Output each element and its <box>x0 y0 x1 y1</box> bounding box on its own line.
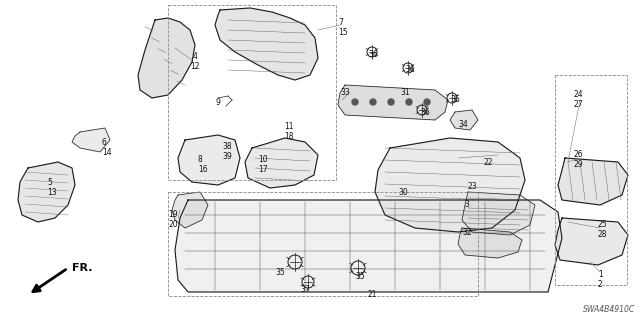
Text: FR.: FR. <box>72 263 93 273</box>
Text: 6
14: 6 14 <box>102 138 111 157</box>
Polygon shape <box>18 162 75 222</box>
Polygon shape <box>450 110 478 130</box>
Text: 36: 36 <box>405 65 415 74</box>
Text: 3: 3 <box>464 200 469 209</box>
Text: 33: 33 <box>340 88 350 97</box>
Text: 21: 21 <box>368 290 378 299</box>
Polygon shape <box>175 200 562 292</box>
Polygon shape <box>215 8 318 80</box>
Circle shape <box>424 99 430 105</box>
Circle shape <box>370 99 376 105</box>
Polygon shape <box>558 158 628 205</box>
Bar <box>168 5 336 180</box>
Bar <box>555 75 627 285</box>
Text: 1
2: 1 2 <box>598 270 603 289</box>
Text: 26
29: 26 29 <box>573 150 583 169</box>
Polygon shape <box>172 192 208 228</box>
Text: 5
13: 5 13 <box>47 178 56 197</box>
Text: 24
27: 24 27 <box>573 90 583 109</box>
Text: 31: 31 <box>400 88 410 97</box>
Text: 36: 36 <box>450 95 460 104</box>
Polygon shape <box>555 218 628 265</box>
Circle shape <box>388 99 394 105</box>
Text: 11
18: 11 18 <box>284 122 294 141</box>
Text: 8
16: 8 16 <box>198 155 207 174</box>
Text: 23: 23 <box>468 182 477 191</box>
Text: 30: 30 <box>398 188 408 197</box>
Polygon shape <box>458 228 522 258</box>
Text: 10
17: 10 17 <box>258 155 268 174</box>
Text: 36: 36 <box>420 108 429 117</box>
Text: 22: 22 <box>484 158 493 167</box>
Polygon shape <box>178 135 240 185</box>
Polygon shape <box>338 85 448 120</box>
Polygon shape <box>375 138 525 232</box>
Text: 34: 34 <box>458 120 468 129</box>
Text: SWA4B4910C: SWA4B4910C <box>583 305 635 314</box>
Text: 35: 35 <box>355 272 365 281</box>
Text: 4
12: 4 12 <box>190 52 200 71</box>
Text: 19
20: 19 20 <box>168 210 178 229</box>
Text: 38
39: 38 39 <box>222 142 232 161</box>
Polygon shape <box>245 138 318 188</box>
Text: 36: 36 <box>368 50 378 59</box>
Bar <box>168 192 478 296</box>
Text: 7
15: 7 15 <box>338 18 348 37</box>
Text: 9: 9 <box>215 98 220 107</box>
Text: 35: 35 <box>275 268 285 277</box>
Circle shape <box>406 99 412 105</box>
Text: 32: 32 <box>462 228 472 237</box>
Text: 37: 37 <box>300 285 310 294</box>
Circle shape <box>352 99 358 105</box>
Polygon shape <box>72 128 110 152</box>
Polygon shape <box>462 192 535 235</box>
Polygon shape <box>138 18 195 98</box>
Text: 25
28: 25 28 <box>598 220 607 239</box>
